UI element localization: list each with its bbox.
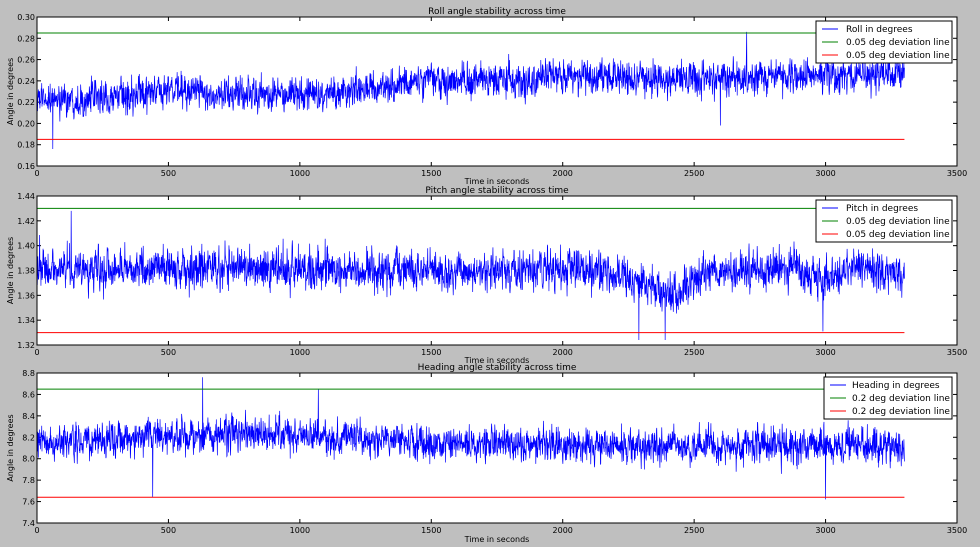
roll-legend-label-lower: 0.05 deg deviation line bbox=[846, 51, 950, 61]
roll-x-tick-label: 2500 bbox=[684, 169, 704, 178]
heading-legend-label-upper: 0.2 deg deviation line bbox=[852, 394, 950, 404]
roll-x-tick-label: 3000 bbox=[815, 169, 835, 178]
pitch-y-tick-label: 1.42 bbox=[17, 217, 35, 226]
pitch-axes-frame bbox=[36, 195, 958, 346]
heading-x-tick-label: 1500 bbox=[421, 526, 441, 535]
roll-legend-label-upper: 0.05 deg deviation line bbox=[846, 38, 950, 48]
heading-x-tick-label: 1000 bbox=[290, 526, 310, 535]
pitch-legend-label-pitch: Pitch in degrees bbox=[846, 204, 918, 214]
pitch-x-tick-label: 2500 bbox=[684, 348, 704, 357]
heading-legend-label-lower: 0.2 deg deviation line bbox=[852, 407, 950, 417]
roll-y-tick-label: 0.20 bbox=[17, 119, 35, 128]
pitch-y-tick-label: 1.38 bbox=[17, 267, 35, 276]
roll-x-tick-label: 500 bbox=[161, 169, 176, 178]
roll-y-tick-label: 0.22 bbox=[17, 98, 35, 107]
heading-y-axis-label: Angle in degrees bbox=[6, 414, 15, 481]
pitch-x-tick-label: 3000 bbox=[815, 348, 835, 357]
pitch-y-tick-label: 1.44 bbox=[17, 192, 35, 201]
roll-x-tick-label: 0 bbox=[34, 169, 39, 178]
roll-x-tick-label: 3500 bbox=[947, 169, 967, 178]
pitch-y-tick-label: 1.36 bbox=[17, 291, 35, 300]
heading-y-tick-label: 8.0 bbox=[22, 455, 35, 464]
heading-y-tick-label: 8.2 bbox=[22, 433, 35, 442]
roll-y-tick-label: 0.24 bbox=[17, 77, 35, 86]
heading-x-tick-label: 3500 bbox=[947, 526, 967, 535]
pitch-chart-title: Pitch angle stability across time bbox=[425, 186, 569, 196]
pitch-x-tick-label: 1000 bbox=[290, 348, 310, 357]
pitch-y-tick-label: 1.32 bbox=[17, 341, 35, 350]
heading-axes-frame bbox=[36, 372, 958, 524]
roll-chart-title: Roll angle stability across time bbox=[428, 7, 566, 17]
roll-x-tick-label: 1000 bbox=[290, 169, 310, 178]
roll-axes-background bbox=[37, 17, 957, 166]
roll-signal-line bbox=[37, 31, 905, 149]
pitch-plot-area bbox=[37, 207, 905, 341]
pitch-legend: Pitch in degrees 0.05 deg deviation line… bbox=[815, 199, 953, 243]
roll-legend-label-roll: Roll in degrees bbox=[846, 25, 913, 35]
roll-x-tick-label: 1500 bbox=[421, 169, 441, 178]
roll-y-tick-label: 0.30 bbox=[17, 13, 35, 22]
pitch-x-tick-label: 500 bbox=[161, 348, 176, 357]
roll-legend-box bbox=[815, 20, 953, 64]
heading-ticks: 0 500 1000 1500 2000 2500 3000 3500 7.4 7.6 7.8 8.0… bbox=[22, 369, 967, 535]
heading-plot-area bbox=[37, 377, 905, 500]
pitch-x-tick-label: 3500 bbox=[947, 348, 967, 357]
heading-legend-label-heading: Heading in degrees bbox=[852, 381, 940, 391]
roll-y-axis-label: Angle in degrees bbox=[6, 58, 15, 125]
pitch-legend-label-upper: 0.05 deg deviation line bbox=[846, 217, 950, 227]
roll-x-axis-label: Time in seconds bbox=[464, 177, 530, 186]
roll-y-tick-label: 0.18 bbox=[17, 141, 35, 150]
pitch-x-tick-label: 1500 bbox=[421, 348, 441, 357]
heading-chart-title: Heading angle stability across time bbox=[418, 363, 577, 373]
heading-x-axis-label: Time in seconds bbox=[464, 535, 530, 544]
pitch-x-axis-label: Time in seconds bbox=[464, 356, 530, 365]
roll-y-tick-label: 0.16 bbox=[17, 162, 35, 171]
roll-axes-frame bbox=[36, 16, 958, 167]
roll-panel: 0 500 1000 1500 2000 2500 3000 3500 0.16 0.18 0.20… bbox=[6, 7, 967, 186]
heading-y-tick-label: 7.8 bbox=[22, 476, 35, 485]
pitch-x-tick-label: 2000 bbox=[553, 348, 573, 357]
pitch-panel: 0 500 1000 1500 2000 2500 3000 3500 1.32 1.34 1.36… bbox=[6, 186, 967, 365]
heading-y-tick-label: 7.4 bbox=[22, 519, 35, 528]
heading-signal-line bbox=[37, 377, 905, 500]
heading-x-tick-label: 500 bbox=[161, 526, 176, 535]
heading-legend: Heading in degrees 0.2 deg deviation lin… bbox=[823, 376, 953, 420]
heading-y-tick-label: 8.8 bbox=[22, 369, 35, 378]
pitch-legend-box bbox=[815, 199, 953, 243]
heading-panel: 0 500 1000 1500 2000 2500 3000 3500 7.4 7.6 7.8 8.0… bbox=[6, 363, 967, 544]
roll-y-tick-label: 0.26 bbox=[17, 56, 35, 65]
pitch-y-axis-label: Angle in degrees bbox=[6, 237, 15, 304]
heading-y-tick-label: 8.4 bbox=[22, 412, 35, 421]
pitch-y-tick-label: 1.34 bbox=[17, 316, 35, 325]
heading-x-tick-label: 3000 bbox=[815, 526, 835, 535]
roll-plot-area bbox=[37, 31, 905, 149]
heading-x-tick-label: 2500 bbox=[684, 526, 704, 535]
roll-y-tick-label: 0.28 bbox=[17, 34, 35, 43]
heading-y-tick-label: 8.6 bbox=[22, 390, 35, 399]
pitch-x-tick-label: 0 bbox=[34, 348, 39, 357]
roll-x-tick-label: 2000 bbox=[553, 169, 573, 178]
pitch-y-tick-label: 1.40 bbox=[17, 242, 35, 251]
pitch-signal-line bbox=[37, 210, 905, 341]
heading-x-tick-label: 0 bbox=[34, 526, 39, 535]
roll-legend: Roll in degrees 0.05 deg deviation line … bbox=[815, 20, 953, 64]
heading-x-tick-label: 2000 bbox=[553, 526, 573, 535]
heading-y-tick-label: 7.6 bbox=[22, 498, 35, 507]
pitch-legend-label-lower: 0.05 deg deviation line bbox=[846, 230, 950, 240]
